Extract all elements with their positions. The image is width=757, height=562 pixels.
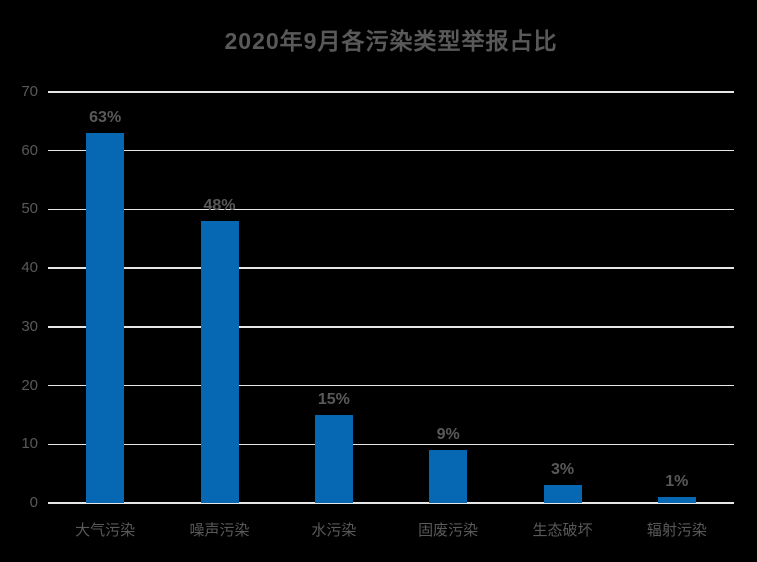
gridline — [48, 267, 734, 269]
y-tick-label: 10 — [21, 435, 38, 453]
x-category-label: 辐射污染 — [646, 522, 707, 539]
y-tick-label: 70 — [21, 83, 38, 100]
bar — [86, 133, 125, 503]
bar-value-label: 63% — [89, 109, 122, 127]
bar — [200, 221, 239, 503]
x-category-label: 噪声污染 — [189, 522, 250, 539]
y-tick-label: 50 — [21, 200, 38, 218]
bar-value-label: 9% — [436, 426, 460, 444]
bar-value-label: 48% — [203, 197, 236, 215]
x-category-label: 固废污染 — [418, 522, 479, 539]
gridline — [48, 326, 734, 328]
gridline — [48, 91, 734, 93]
chart-title: 2020年9月各污染类型举报占比 — [224, 28, 558, 54]
gridline — [48, 502, 734, 504]
gridline — [48, 443, 734, 446]
y-tick-label: 20 — [21, 376, 38, 394]
x-category-label: 生态破坏 — [532, 522, 593, 539]
bar-value-label: 3% — [550, 461, 575, 479]
gridline — [48, 149, 734, 152]
y-tick-label: 60 — [21, 141, 38, 159]
y-tick-label: 0 — [29, 494, 38, 511]
gridline — [48, 208, 734, 211]
y-tick-label: 30 — [21, 317, 38, 335]
bar — [657, 497, 696, 503]
bar — [543, 485, 582, 503]
bar — [314, 414, 353, 503]
gridline — [48, 384, 734, 387]
x-category-label: 水污染 — [311, 522, 357, 539]
x-category-label: 大气污染 — [75, 522, 136, 539]
y-tick-label: 40 — [21, 259, 38, 277]
bar-value-label: 1% — [665, 473, 689, 491]
bar — [429, 450, 468, 503]
bar-value-label: 15% — [317, 390, 350, 408]
